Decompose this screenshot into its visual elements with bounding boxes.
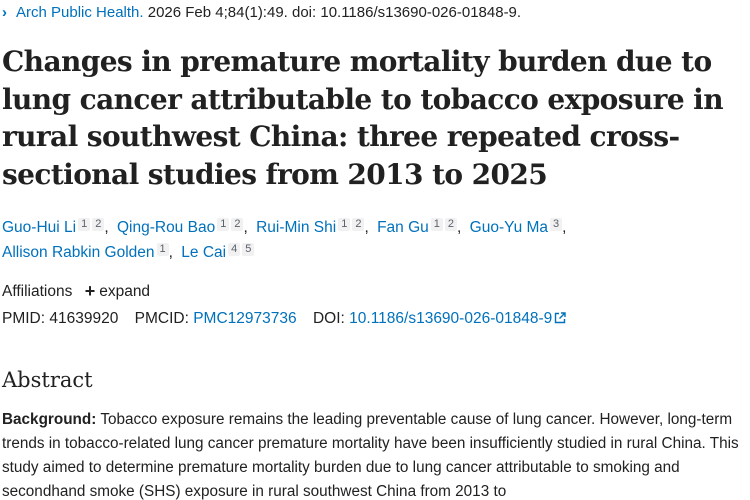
author-separator: ,: [243, 219, 248, 236]
author-name-link[interactable]: Fan Gu: [377, 219, 429, 236]
affiliation-number[interactable]: 2: [231, 218, 244, 231]
citation-details: 2026 Feb 4;84(1):49. doi: 10.1186/s13690…: [143, 4, 522, 21]
pmid-item: PMID: 41639920: [2, 309, 118, 329]
affiliation-number[interactable]: 1: [217, 218, 230, 231]
author-separator: ,: [562, 219, 567, 236]
affiliation-number[interactable]: 2: [444, 218, 458, 231]
affiliation-number[interactable]: 5: [242, 243, 255, 256]
author-name-link[interactable]: Guo-Yu Ma: [469, 219, 549, 236]
author-item: Allison Rabkin Golden 1,: [2, 243, 181, 261]
pmcid-label: PMCID:: [134, 310, 189, 327]
affiliations-label: Affiliations: [2, 283, 73, 300]
author-separator: ,: [364, 219, 369, 236]
expand-affiliations-button[interactable]: + expand: [85, 280, 150, 302]
pmcid-link[interactable]: PMC12973736: [193, 310, 297, 327]
affiliations-row: Affiliations + expand: [2, 280, 150, 302]
affiliation-number[interactable]: 1: [78, 218, 91, 231]
affiliation-number[interactable]: 1: [430, 218, 443, 231]
background-label: Background:: [2, 411, 97, 428]
citation-line: › Arch Public Health. 2026 Feb 4;84(1):49…: [2, 3, 521, 23]
plus-icon: +: [84, 281, 96, 301]
affiliation-number[interactable]: 1: [338, 218, 351, 231]
author-list: Guo-Hui Li 1 2, Qing-Rou Bao 1 2, Rui-Min Sh…: [2, 215, 747, 265]
author-item: Guo-Hui Li 1 2,: [2, 218, 117, 236]
affiliation-number[interactable]: 2: [352, 218, 365, 231]
author-name-link[interactable]: Le Cai: [181, 244, 227, 261]
chevron-right-icon[interactable]: ›: [2, 4, 7, 21]
external-link-icon[interactable]: [554, 312, 566, 324]
pmid-label: PMID:: [2, 310, 46, 327]
affiliation-number[interactable]: 1: [156, 243, 169, 256]
affiliation-number[interactable]: 4: [228, 243, 241, 256]
affiliation-number[interactable]: 3: [550, 218, 563, 231]
doi-item: DOI: 10.1186/s13690-026-01848-9: [313, 309, 566, 329]
pmid-value: 41639920: [49, 310, 119, 327]
expand-label: expand: [99, 283, 151, 300]
journal-link[interactable]: Arch Public Health.: [16, 4, 144, 21]
author-item: Guo-Yu Ma 3,: [469, 218, 571, 236]
affiliation-number[interactable]: 2: [92, 218, 105, 231]
author-separator: ,: [104, 219, 109, 236]
article-title: Changes in premature mortality burden du…: [2, 45, 724, 191]
author-name-link[interactable]: Allison Rabkin Golden: [2, 244, 155, 261]
author-separator: ,: [168, 244, 173, 261]
author-item: Rui-Min Shi 1 2,: [256, 218, 377, 236]
author-name-link[interactable]: Guo-Hui Li: [2, 219, 77, 236]
abstract-background: Background: Tobacco exposure remains the…: [2, 408, 750, 500]
author-name-link[interactable]: Rui-Min Shi: [256, 219, 337, 236]
author-name-link[interactable]: Qing-Rou Bao: [116, 219, 216, 236]
background-text: Tobacco exposure remains the leading pre…: [2, 411, 739, 500]
author-item: Le Cai 4 5: [181, 243, 255, 261]
abstract-heading: Abstract: [2, 368, 93, 392]
author-separator: ,: [457, 219, 462, 236]
identifiers-row: PMID: 41639920 PMCID: PMC12973736 DOI: 1…: [2, 309, 578, 329]
author-item: Fan Gu 1 2,: [377, 218, 470, 236]
author-item: Qing-Rou Bao 1 2,: [116, 218, 256, 236]
doi-link[interactable]: 10.1186/s13690-026-01848-9: [349, 310, 553, 327]
pmcid-item: PMCID: PMC12973736: [135, 309, 297, 329]
doi-label: DOI:: [312, 310, 345, 327]
